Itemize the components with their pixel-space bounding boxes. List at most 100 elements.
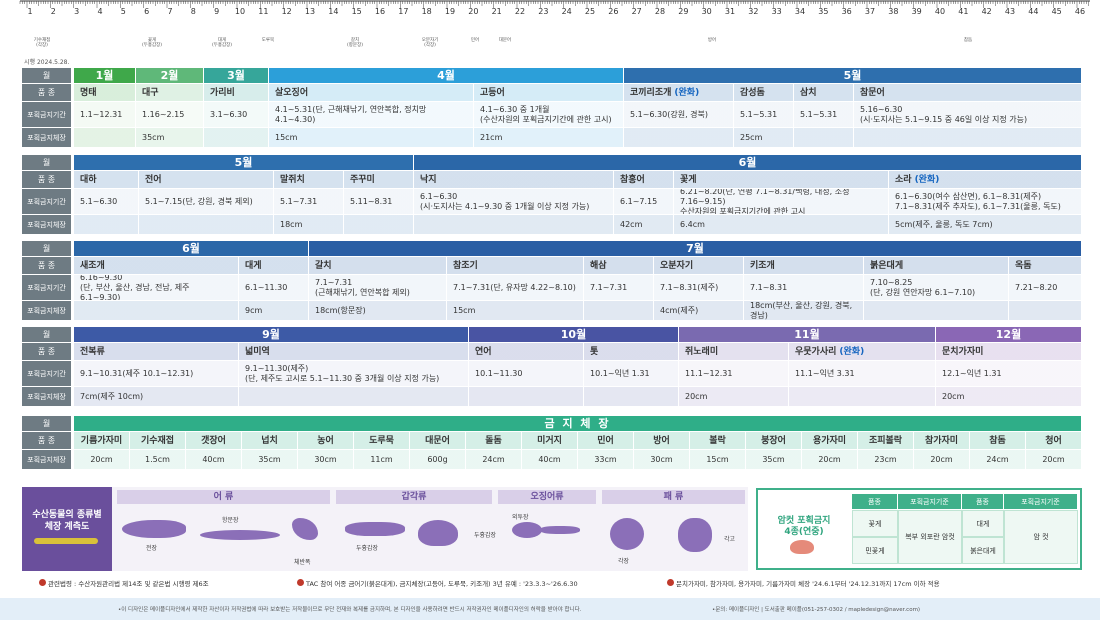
species-note: (완화) [674,87,700,98]
species-name: 꽃게 [674,171,889,189]
species-name: 용가자미 [802,432,858,450]
ruler-note: 오분자기 (각장) [421,38,439,48]
ruler-note: 대게 (두흉갑장) [211,38,233,48]
month-header: 12월 [936,327,1082,343]
measure-label: 체반폭 [294,559,311,566]
ban-period: 11.1~12.31 [679,361,789,387]
ban-size: 5cm(제주, 울릉, 독도 7cm) [889,215,1082,235]
ban-size: 30cm [634,450,690,470]
month-header: 10월 [469,327,679,343]
ban-period: 7.1~7.31 [584,275,654,301]
species-name: 붉은대게 [864,257,1009,275]
species-name: 살오징어 [269,84,474,102]
species-name: 민어 [578,432,634,450]
species-name: 참문어 [854,84,1082,102]
ban-size [854,128,1082,148]
animal-silhouette [678,518,712,552]
ruler-number: 40 [935,7,945,16]
measure-label: 외투장 [512,514,529,521]
measure-label: 각고 [724,536,736,543]
ban-size [344,215,414,235]
ban-period: 6.1~11.30 [239,275,309,301]
ruler-number: 11 [258,7,268,16]
ban-size: 24cm [970,450,1026,470]
ban-period: 7.10~8.25 (단, 강원 연안자망 6.1~7.10) [864,275,1009,301]
female-ban-title: 암컷 포획금지 4종(연중) [777,516,831,537]
species-label: 문치가자미 [942,346,984,357]
row-label: 월 [22,68,72,84]
ban-size [414,215,614,235]
ban-period: 7.21~8.20 [1009,275,1082,301]
ban-period: 6.1~6.30 (시·도지사는 4.1~9.30 중 1개월 이상 지정 가능… [414,189,614,215]
ruler-note: 민어 [470,38,480,43]
species-name: 전복류 [74,343,239,361]
species-name: 갈치 [309,257,447,275]
measure-label: 항문장 [222,517,239,524]
species-name: 청어 [1026,432,1082,450]
group-header: 갑각류 [336,490,492,504]
species-label: 쥐노래미 [685,346,719,357]
ban-size: 35cm [136,128,204,148]
ruler-number: 12 [282,7,292,16]
species-note: (완화) [839,346,865,357]
ban-period: 12.1~익년 1.31 [936,361,1082,387]
ban-size: 40cm [522,450,578,470]
animal-silhouette [292,518,318,540]
ruler-number: 29 [678,7,688,16]
animal-silhouette [418,520,458,546]
ruler-number: 31 [725,7,735,16]
ban-size [789,387,936,407]
ruler-number: 21 [492,7,502,16]
species-name: 삼치 [794,84,854,102]
species-label: 전어 [145,174,162,185]
species-name: 미거지 [522,432,578,450]
species-note: (완화) [914,174,940,185]
species-name: 참조기 [447,257,584,275]
species-name: 넙치 [242,432,298,450]
group-header: 패 류 [602,490,745,504]
animal-silhouette [345,522,405,536]
species-name: 갯장어 [186,432,242,450]
ruler-number: 24 [562,7,572,16]
row-label: 품 종 [22,432,72,450]
month-header: 3월 [204,68,269,84]
table-header: 포획금지기준 [898,494,962,510]
species-name: 돌돔 [466,432,522,450]
ruler-number: 45 [1052,7,1062,16]
size-table-title: 금 지 체 장 [74,416,1082,432]
species-label: 소라 [895,174,912,185]
ruler-number: 39 [912,7,922,16]
ban-size: 15cm [447,301,584,321]
ban-period: 10.1~11.30 [469,361,584,387]
table-cell: 암 컷 [1004,510,1078,564]
measure-label: 두흉갑장 [474,532,497,539]
animal-silhouette [610,518,644,550]
note-icon [39,579,46,586]
species-label: 삼치 [800,87,817,98]
species-label: 대하 [80,174,97,185]
ban-period: 6.1~7.15 [614,189,674,215]
ruler-number: 20 [468,7,478,16]
measure-label: 두흉갑장 [356,545,379,552]
ruler-number: 38 [888,7,898,16]
ban-period: 6.1~6.30(여수 삼산면), 6.1~8.31(제주) 7.1~8.31(… [889,189,1082,215]
table-cell: 대게 [962,510,1004,537]
species-label: 해삼 [590,260,607,271]
ban-size [204,128,269,148]
ban-size: 21cm [474,128,624,148]
species-label: 옥돔 [1015,260,1032,271]
ban-size: 1.5cm [130,450,186,470]
ruler-number: 46 [1075,7,1085,16]
row-label: 월 [22,327,72,343]
row-label: 포획금지체장 [22,301,72,321]
ban-period: 7.1~7.31 (근해채낚기, 연안복합 제외) [309,275,447,301]
ruler-number: 26 [608,7,618,16]
species-label: 꽃게 [680,174,697,185]
issued-date: 시행 2024.5.28. [24,59,70,66]
species-name: 볼락 [690,432,746,450]
ruler-note: 방어 [707,38,717,43]
species-name: 주꾸미 [344,171,414,189]
ruler-number: 35 [818,7,828,16]
ban-period: 5.1~6.30 [74,189,139,215]
species-name: 연어 [469,343,584,361]
